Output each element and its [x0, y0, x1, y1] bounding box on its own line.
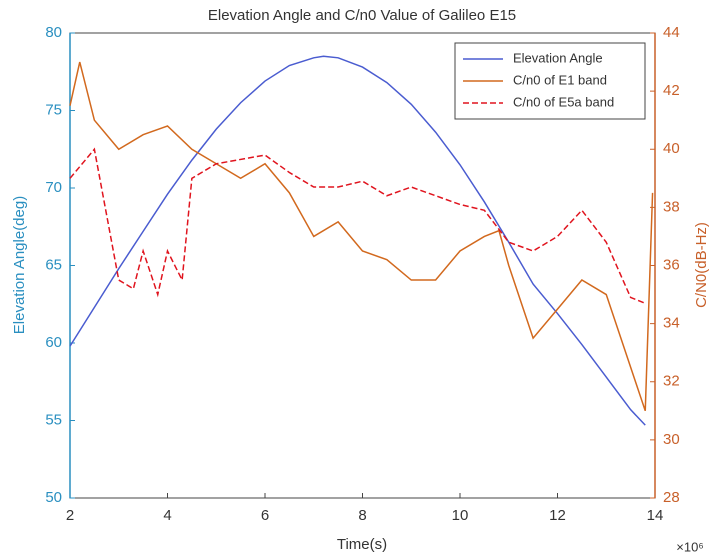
x-tick-label: 12	[549, 507, 566, 524]
y2-tick-label: 28	[663, 489, 680, 506]
legend-label: C/n0 of E5a band	[513, 94, 614, 109]
y2-tick-label: 38	[663, 198, 680, 215]
series-line	[69, 61, 654, 412]
x-tick-label: 6	[261, 507, 269, 524]
x-tick-label: 10	[452, 507, 469, 524]
y-tick-label: 65	[45, 256, 62, 273]
x-tick-label: 4	[163, 507, 171, 524]
y-tick-label: 55	[45, 411, 62, 428]
legend-label: C/n0 of E1 band	[513, 72, 607, 87]
y-tick-label: 80	[45, 24, 62, 41]
y2-tick-label: 32	[663, 373, 680, 390]
y2-tick-label: 44	[663, 24, 680, 41]
chart-title: Elevation Angle and C/n0 Value of Galile…	[208, 7, 516, 24]
y-tick-label: 50	[45, 489, 62, 506]
x-exponent: ×10⁶	[676, 539, 703, 554]
y2-axis-label: C/N0(dB-Hz)	[693, 222, 710, 308]
y2-tick-label: 40	[663, 140, 680, 157]
y2-tick-label: 30	[663, 431, 680, 448]
y2-tick-label: 34	[663, 315, 680, 332]
y-tick-label: 70	[45, 179, 62, 196]
series-line	[69, 55, 646, 426]
series-line	[69, 147, 646, 304]
legend-label: Elevation Angle	[513, 50, 603, 65]
y-tick-label: 75	[45, 101, 62, 118]
x-tick-label: 2	[66, 507, 74, 524]
x-tick-label: 8	[358, 507, 366, 524]
y-tick-label: 60	[45, 334, 62, 351]
y2-tick-label: 36	[663, 256, 680, 273]
x-axis-label: Time(s)	[337, 536, 387, 553]
y2-tick-label: 42	[663, 82, 680, 99]
x-tick-label: 14	[647, 507, 664, 524]
y-axis-label: Elevation Angle(deg)	[11, 196, 28, 334]
